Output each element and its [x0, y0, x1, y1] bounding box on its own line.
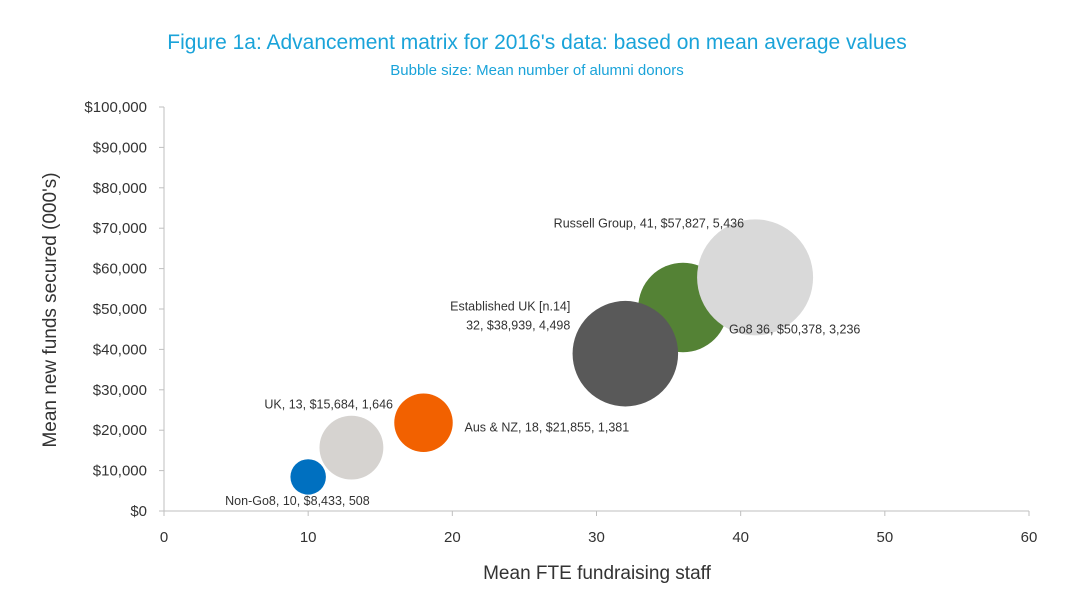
bubble-russell [697, 219, 814, 336]
bubble-label-aus-nz: Aus & NZ, 18, $21,855, 1,381 [465, 421, 630, 435]
bubble-label-established-uk: Established UK [n.14] [450, 300, 570, 314]
chart-subtitle: Bubble size: Mean number of alumni donor… [390, 62, 684, 79]
bubble-aus-nz [394, 393, 453, 452]
y-tick-label: $10,000 [93, 463, 147, 480]
y-tick-label: $100,000 [84, 99, 147, 116]
y-tick-label: $60,000 [93, 261, 147, 278]
x-tick-label: 10 [300, 529, 317, 546]
bubble-labels-layer: Go8 36, $50,378, 3,236 Russell Group, 41,… [225, 216, 860, 508]
x-tick-label: 50 [876, 529, 893, 546]
y-tick-label: $0 [130, 503, 147, 520]
bubble-non-go8 [290, 459, 326, 495]
x-tick-label: 60 [1021, 529, 1038, 546]
bubble-label-russell: Russell Group, 41, $57,827, 5,436 [554, 216, 744, 230]
y-tick-label: $20,000 [93, 422, 147, 439]
y-tick-label: $70,000 [93, 220, 147, 237]
y-tick-label: $40,000 [93, 341, 147, 358]
y-tick-label: $30,000 [93, 382, 147, 399]
x-axis-title: Mean FTE fundraising staff [483, 563, 711, 584]
bubble-label-established-uk: 32, $38,939, 4,498 [466, 319, 570, 333]
bubble-label-uk: UK, 13, $15,684, 1,646 [264, 398, 393, 412]
bubble-label-non-go8: Non-Go8, 10, $8,433, 508 [225, 494, 370, 508]
y-axis-title: Mean new funds secured (000's) [40, 172, 61, 447]
bubble-uk [319, 415, 384, 480]
y-tick-label: $90,000 [93, 139, 147, 156]
bubble-established-uk [572, 300, 679, 407]
x-tick-label: 20 [444, 529, 461, 546]
bubbles-layer [290, 219, 814, 495]
y-axis: $0 $10,000 $20,000 $30,000 $40,000 $50,000 $60… [84, 99, 165, 520]
y-tick-label: $80,000 [93, 180, 147, 197]
y-tick-label: $50,000 [93, 301, 147, 318]
x-tick-label: 40 [732, 529, 749, 546]
chart-title: Figure 1a: Advancement matrix for 2016's… [167, 31, 906, 54]
x-tick-label: 30 [588, 529, 605, 546]
x-axis: 0 10 20 30 40 50 60 [160, 510, 1038, 546]
bubble-label-go8: Go8 36, $50,378, 3,236 [729, 322, 860, 336]
x-tick-label: 0 [160, 529, 168, 546]
